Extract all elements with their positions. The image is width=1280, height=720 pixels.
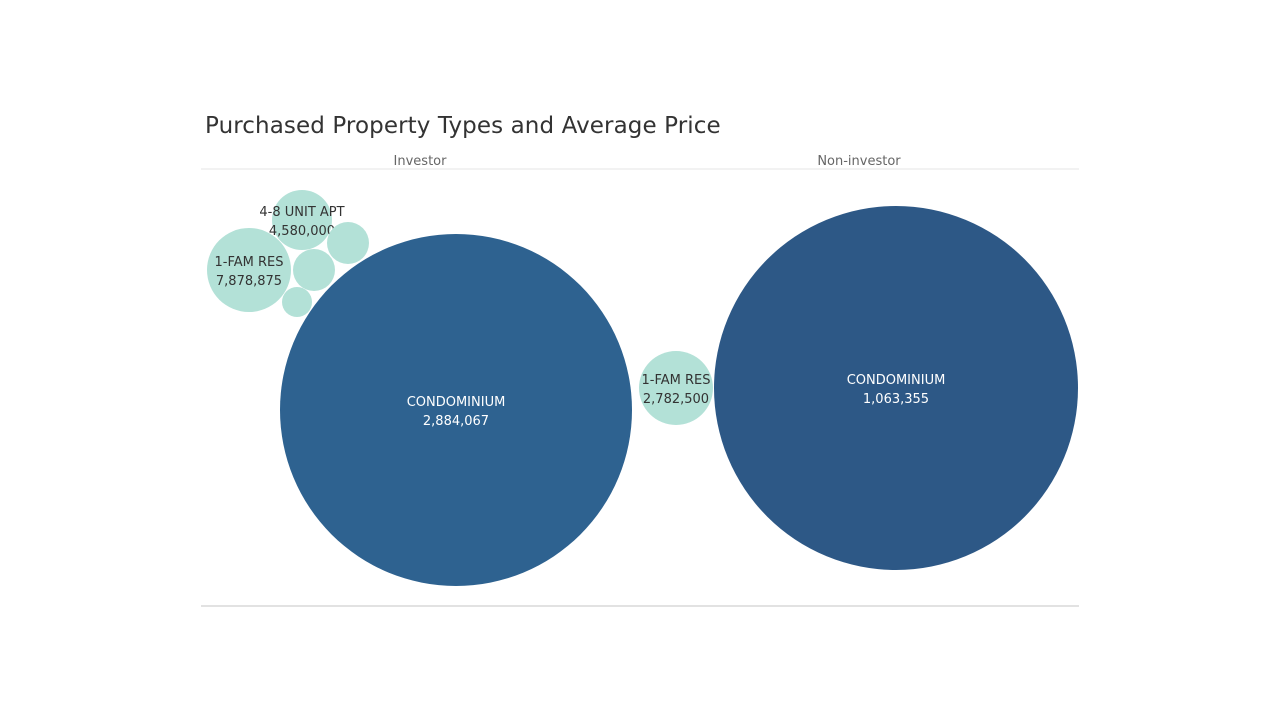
bubble-value-label: 7,878,875 (216, 274, 282, 289)
bubble-value-label: 2,884,067 (423, 414, 489, 429)
panel-investor: Investor CONDOMINIUM 2,884,067 1-FAM RES 7,8… (207, 154, 632, 586)
bubble[interactable] (327, 222, 369, 264)
bubble-category-label: 1-FAM RES (642, 373, 711, 388)
bubble-category-label: CONDOMINIUM (847, 373, 946, 388)
bubble-value-label: 2,782,500 (643, 392, 709, 407)
bubble[interactable] (272, 190, 332, 250)
panel-header: Non-investor (817, 154, 901, 169)
bubble[interactable] (714, 206, 1078, 570)
bubble-value-label: 4,580,000 (269, 224, 335, 239)
bubble[interactable] (639, 351, 713, 425)
bubble-category-label: 4-8 UNIT APT (259, 205, 344, 220)
panel-non-investor: Non-investor CONDOMINIUM 1,063,355 1-FAM RE… (639, 154, 1078, 570)
bubble[interactable] (282, 287, 312, 317)
panels-layer: Investor CONDOMINIUM 2,884,067 1-FAM RES 7,8… (207, 154, 1078, 586)
bubble-category-label: 1-FAM RES (215, 255, 284, 270)
panel-header: Investor (394, 154, 448, 169)
bubble-category-label: CONDOMINIUM (407, 395, 506, 410)
chart-title: Purchased Property Types and Average Pri… (205, 113, 721, 139)
bubble[interactable] (207, 228, 291, 312)
bubble[interactable] (293, 249, 335, 291)
bubble-value-label: 1,063,355 (863, 392, 929, 407)
bubble[interactable] (280, 234, 632, 586)
